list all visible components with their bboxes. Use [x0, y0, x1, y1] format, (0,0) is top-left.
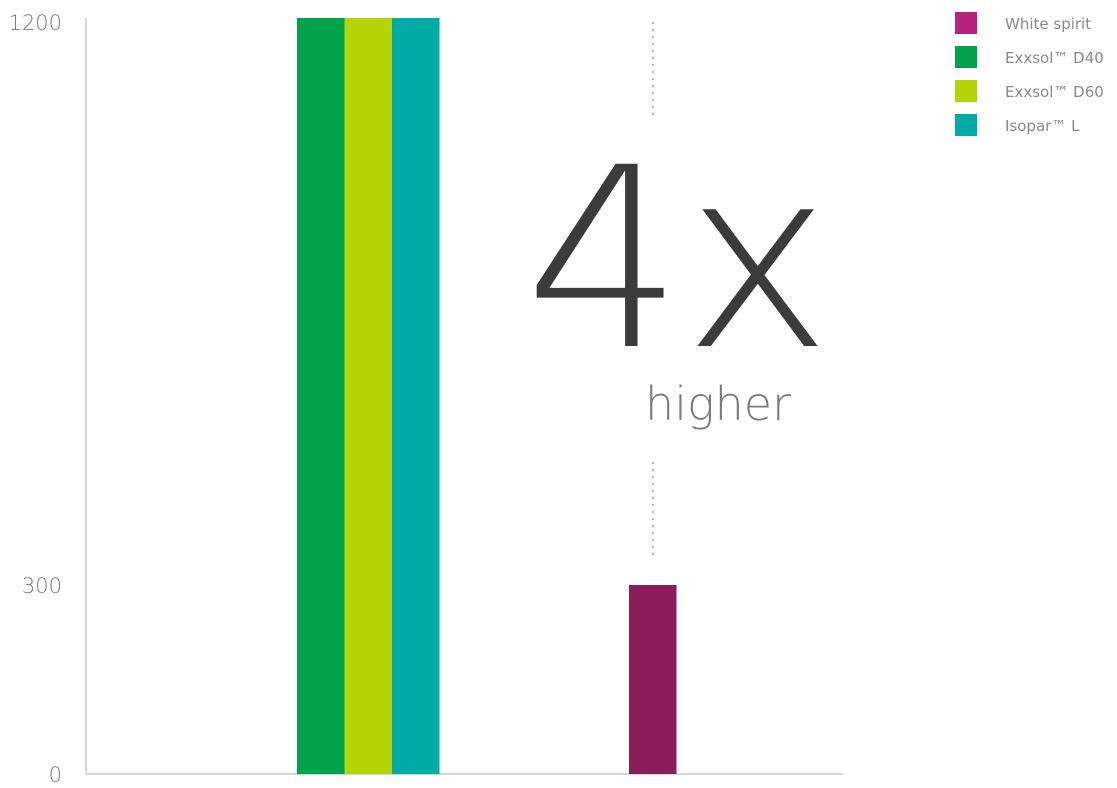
y-tick-labels: 0 300 1200	[9, 11, 62, 787]
legend: White spirit Exxsol™ D40 Exxsol™ D60 Isopar…	[955, 12, 1104, 136]
y-tick-label: 1200	[9, 11, 62, 35]
legend-swatch	[955, 12, 977, 34]
legend-label: Exxsol™ D60	[1005, 83, 1104, 101]
bars	[297, 18, 677, 774]
y-tick-label: 300	[22, 574, 62, 598]
annotation-label: higher	[645, 377, 791, 431]
legend-swatch	[955, 46, 977, 68]
annotation-multiplier: 4x	[524, 114, 831, 405]
bar-exxsol-d40	[297, 18, 345, 774]
bar-white-spirit	[629, 585, 677, 774]
y-tick-label: 0	[49, 763, 62, 787]
legend-swatch	[955, 80, 977, 102]
legend-label: White spirit	[1005, 15, 1091, 33]
bar-exxsol-d60	[344, 18, 392, 774]
legend-swatch	[955, 114, 977, 136]
legend-label: Exxsol™ D40	[1005, 49, 1104, 67]
bar-isopar-l	[392, 18, 440, 774]
legend-label: Isopar™ L	[1005, 117, 1080, 135]
